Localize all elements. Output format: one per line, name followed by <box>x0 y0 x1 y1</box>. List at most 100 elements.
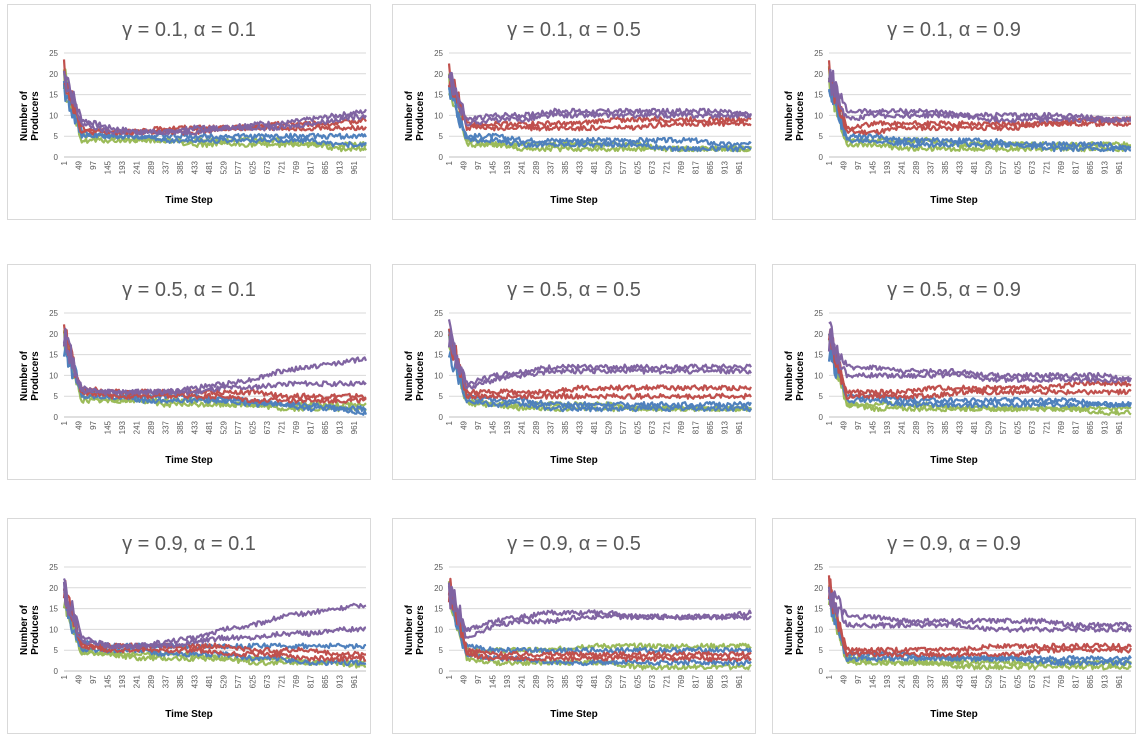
chart-panel: 0 5 10 15 20 25 1 49 97 145 193 241 289 337 385 433 481 5… <box>772 518 1136 734</box>
x-tick-label: 385 <box>176 420 185 434</box>
y-tick-label: 25 <box>434 563 443 572</box>
x-tick-label: 337 <box>927 674 936 688</box>
series-line-green <box>827 592 1132 671</box>
chart-title: γ = 0.1, α = 0.5 <box>507 19 641 41</box>
x-tick-label: 577 <box>234 674 243 688</box>
x-tick-label: 241 <box>898 674 907 688</box>
chart-panel: 0 5 10 15 20 25 1 49 97 145 193 241 289 337 385 433 481 5… <box>392 4 756 220</box>
x-tick-label: 481 <box>205 674 214 688</box>
x-tick-label: 577 <box>619 420 628 434</box>
chart-svg: 0 5 10 15 20 25 1 49 97 145 193 241 289 337 385 433 481 5… <box>434 309 752 434</box>
x-tick-label: 673 <box>263 674 272 688</box>
series-line-blue <box>828 88 1132 152</box>
x-tick-label: 433 <box>956 420 965 434</box>
x-tick-label: 817 <box>1072 160 1081 174</box>
x-tick-label: 913 <box>721 674 730 688</box>
x-tick-label: 385 <box>941 674 950 688</box>
x-tick-label: 577 <box>619 160 628 174</box>
x-tick-label: 577 <box>999 420 1008 434</box>
y-tick-label: 5 <box>439 646 444 655</box>
x-tick-label: 433 <box>576 160 585 174</box>
x-tick-label: 145 <box>869 674 878 688</box>
y-tick-label: 20 <box>49 584 58 593</box>
series-line-red <box>62 582 367 662</box>
x-tick-label: 241 <box>898 420 907 434</box>
x-tick-label: 673 <box>648 420 657 434</box>
chart-panel: 0 5 10 15 20 25 1 49 97 145 193 241 289 337 385 433 481 5… <box>392 264 756 480</box>
x-tick-label: 241 <box>898 160 907 174</box>
y-tick-label: 25 <box>49 563 58 572</box>
y-tick-label: 20 <box>49 70 58 79</box>
x-tick-label: 145 <box>104 674 113 688</box>
x-tick-label: 721 <box>1043 160 1052 174</box>
series-line-red <box>447 330 752 396</box>
y-tick-label: 10 <box>49 371 58 380</box>
x-tick-label: 1 <box>60 674 69 679</box>
x-tick-label: 193 <box>503 674 512 688</box>
x-tick-label: 913 <box>1101 160 1110 174</box>
series-line-green <box>63 593 367 669</box>
x-tick-label: 241 <box>518 160 527 174</box>
x-tick-label: 865 <box>706 160 715 174</box>
x-tick-label: 241 <box>133 674 142 688</box>
x-tick-label: 961 <box>735 160 744 174</box>
series-line-blue <box>447 329 752 409</box>
y-tick-label: 0 <box>819 153 824 162</box>
x-tick-label: 289 <box>532 160 541 174</box>
x-tick-label: 529 <box>985 420 994 434</box>
x-tick-label: 241 <box>518 674 527 688</box>
y-tick-label: 25 <box>814 49 823 58</box>
y-tick-label: 5 <box>54 132 59 141</box>
x-tick-label: 433 <box>956 160 965 174</box>
y-tick-label: 10 <box>814 111 823 120</box>
y-axis-label: Number of Producers <box>19 351 41 401</box>
x-tick-label: 721 <box>278 420 287 434</box>
series-line-red <box>447 328 752 400</box>
x-tick-label: 49 <box>460 420 469 429</box>
chart-title: γ = 0.9, α = 0.9 <box>887 533 1021 555</box>
series-line-purple <box>63 73 367 136</box>
x-tick-label: 481 <box>590 160 599 174</box>
x-tick-label: 529 <box>605 674 614 688</box>
y-axis-label: Number of Producers <box>19 605 41 655</box>
x-axis-label: Time Step <box>165 709 213 720</box>
series-line-green <box>827 338 1132 416</box>
y-tick-label: 15 <box>49 91 58 100</box>
y-tick-label: 0 <box>439 153 444 162</box>
y-axis-label: Number of Producers <box>19 91 41 141</box>
x-tick-label: 625 <box>634 160 643 174</box>
x-tick-label: 385 <box>176 674 185 688</box>
y-tick-label: 15 <box>434 351 443 360</box>
series-line-blue <box>447 77 752 148</box>
x-tick-label: 817 <box>1072 420 1081 434</box>
x-tick-label: 865 <box>706 420 715 434</box>
x-tick-label: 337 <box>927 420 936 434</box>
x-tick-label: 385 <box>561 674 570 688</box>
y-tick-label: 15 <box>434 91 443 100</box>
x-tick-label: 817 <box>692 420 701 434</box>
x-tick-label: 577 <box>999 674 1008 688</box>
series-line-purple <box>827 589 1132 629</box>
series-line-purple <box>447 582 753 639</box>
x-tick-label: 433 <box>191 420 200 434</box>
x-tick-label: 769 <box>677 420 686 434</box>
x-tick-label: 289 <box>147 160 156 174</box>
x-tick-label: 769 <box>1057 674 1066 688</box>
x-tick-label: 289 <box>912 674 921 688</box>
x-tick-label: 913 <box>721 420 730 434</box>
x-tick-label: 433 <box>576 674 585 688</box>
x-tick-label: 529 <box>985 160 994 174</box>
x-tick-label: 145 <box>104 420 113 434</box>
series-line-red <box>447 580 752 663</box>
x-tick-label: 289 <box>912 160 921 174</box>
x-tick-label: 817 <box>692 160 701 174</box>
x-tick-label: 721 <box>663 674 672 688</box>
x-tick-label: 97 <box>89 420 98 429</box>
x-tick-label: 865 <box>1086 160 1095 174</box>
x-tick-label: 385 <box>561 160 570 174</box>
x-tick-label: 961 <box>350 160 359 174</box>
chart-panel: 0 5 10 15 20 25 1 49 97 145 193 241 289 337 385 433 481 5… <box>7 518 371 734</box>
series-line-purple <box>828 75 1131 124</box>
y-tick-label: 15 <box>49 351 58 360</box>
series-line-blue <box>447 590 753 654</box>
